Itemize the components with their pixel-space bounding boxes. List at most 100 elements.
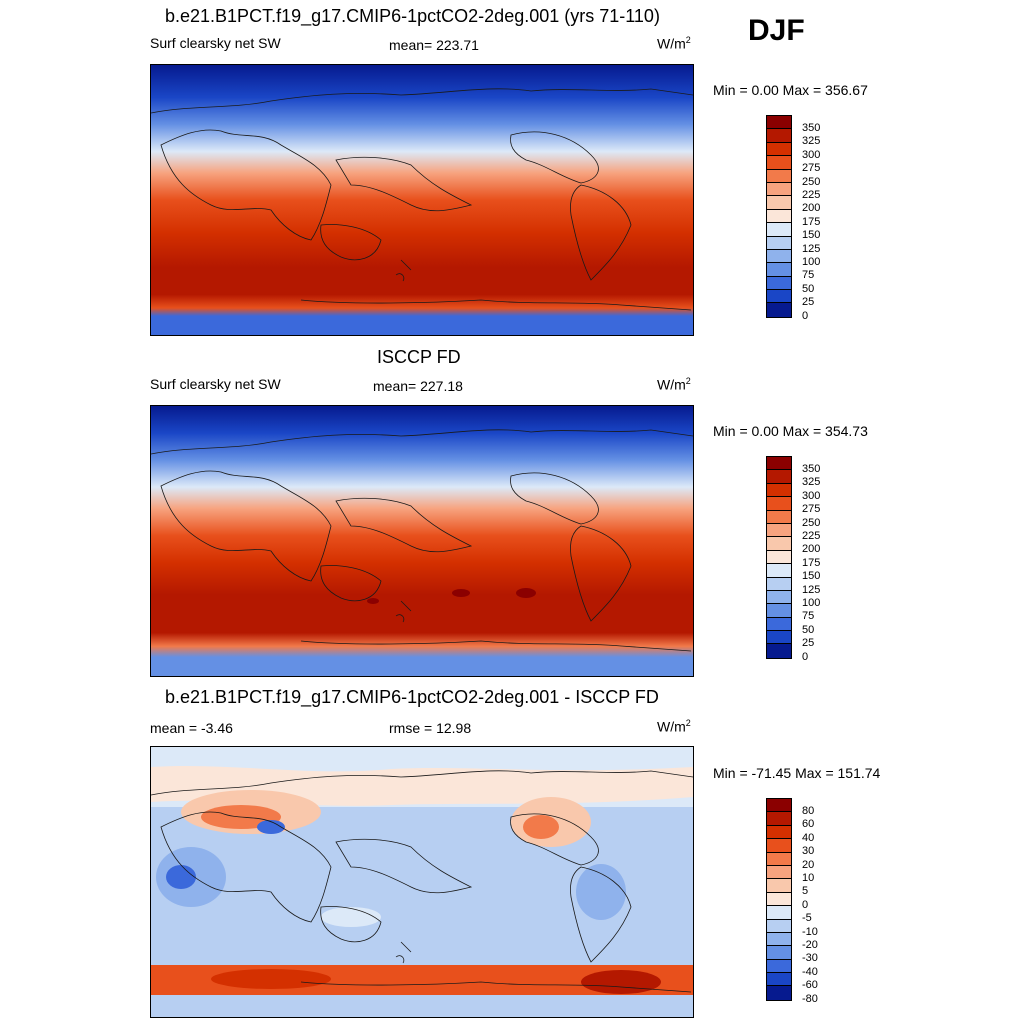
panel-3-colorbar-swatch-0 <box>767 892 791 907</box>
colorbar-tick: 275 <box>802 162 821 175</box>
panel-1-colorbar-swatch-325 <box>767 129 791 143</box>
colorbar-tick: 10 <box>802 872 815 885</box>
panel-3-colorbar-swatch-minus-10 <box>767 919 791 933</box>
panel-3-colorbar-ticks: 80 60 40 30 20 10 5 0 -5 -10 -20 -30 -40… <box>802 805 818 1006</box>
panel-2-colorbar-swatch-300 <box>767 483 791 498</box>
panel-3-min-max: Min = -71.45 Max = 151.74 <box>713 765 881 781</box>
panel-3-units: W/m2 <box>657 718 691 735</box>
panel-3-colorbar-swatch-20 <box>767 852 791 866</box>
panel-3-colorbar-swatch-minus-5 <box>767 906 791 920</box>
panel-2-colorbar-ticks: 350 325 300 275 250 225 200 175 150 125 … <box>802 463 820 664</box>
panel-1-colorbar-swatch-125 <box>767 236 791 250</box>
colorbar-tick: 300 <box>802 148 821 161</box>
colorbar-tick: 40 <box>802 831 815 844</box>
panel-2-mean-label: mean= 227.18 <box>373 378 463 394</box>
panel-3-colorbar <box>766 798 792 1001</box>
colorbar-tick: -40 <box>802 965 818 978</box>
colorbar-tick: 175 <box>802 215 821 228</box>
panel-1-mean-label: mean= 223.71 <box>389 37 479 53</box>
colorbar-tick: 225 <box>802 189 821 202</box>
panel-3-colorbar-swatch-60 <box>767 812 791 826</box>
colorbar-tick: 0 <box>802 650 809 663</box>
colorbar-tick: 250 <box>802 175 821 188</box>
colorbar-tick: 150 <box>802 229 821 242</box>
colorbar-tick: 75 <box>802 269 815 282</box>
panel-3-colorbar-swatch-10 <box>767 865 791 880</box>
panel-3-colorbar-swatch-5 <box>767 879 791 893</box>
panel-1-colorbar-swatch-175 <box>767 209 791 224</box>
colorbar-tick: 325 <box>802 135 821 148</box>
panel-1-colorbar-swatch-250 <box>767 169 791 183</box>
colorbar-tick: 0 <box>802 309 809 322</box>
panel-2-min-max: Min = 0.00 Max = 354.73 <box>713 423 868 439</box>
colorbar-tick: -60 <box>802 979 818 992</box>
colorbar-tick: 80 <box>802 805 815 817</box>
colorbar-tick: 350 <box>802 463 821 475</box>
panel-1-colorbar-swatch-50 <box>767 276 791 291</box>
panel-3-mean-label: mean = -3.46 <box>150 720 233 736</box>
panel-2-title: ISCCP FD <box>377 347 461 367</box>
colorbar-tick: 150 <box>802 570 821 583</box>
panel-3-rmse-label: rmse = 12.98 <box>389 720 472 736</box>
panel-1-units: W/m2 <box>657 35 691 52</box>
panel-3-map <box>150 746 694 1018</box>
colorbar-tick: -10 <box>802 925 818 938</box>
colorbar-tick: 225 <box>802 530 821 543</box>
colorbar-tick: 75 <box>802 610 815 623</box>
colorbar-tick: 325 <box>802 476 821 489</box>
colorbar-tick: 50 <box>802 623 815 636</box>
panel-1-colorbar-ticks: 350 325 300 275 250 225 200 175 150 125 … <box>802 122 820 323</box>
colorbar-tick: -20 <box>802 939 818 952</box>
panel-1-colorbar-swatch-300 <box>767 142 791 157</box>
panel-2-colorbar-swatch-0 <box>767 644 791 658</box>
panel-2-colorbar-swatch-250 <box>767 510 791 524</box>
colorbar-tick: 20 <box>802 858 815 871</box>
season-label: DJF <box>748 14 805 47</box>
panel-2-colorbar-swatch-275 <box>767 497 791 511</box>
colorbar-tick: 350 <box>802 122 821 134</box>
colorbar-tick: 100 <box>802 256 821 269</box>
panel-2-colorbar-swatch-325 <box>767 470 791 484</box>
panel-1-colorbar-swatch-275 <box>767 156 791 170</box>
panel-2-colorbar-swatch-200 <box>767 537 791 551</box>
panel-2-colorbar-swatch-75 <box>767 604 791 618</box>
panel-1-colorbar-swatch-200 <box>767 196 791 210</box>
panel-3-colorbar-swatch-minus-20 <box>767 932 791 947</box>
panel-3-colorbar-swatch-minus-40 <box>767 959 791 974</box>
panel-3-colorbar-swatch-minus-30 <box>767 946 791 960</box>
panel-3-colorbar-swatch-80 <box>767 799 791 813</box>
panel-1-min-max: Min = 0.00 Max = 356.67 <box>713 82 868 98</box>
colorbar-tick: 0 <box>802 898 809 911</box>
colorbar-tick: 275 <box>802 503 821 516</box>
panel-1-colorbar-swatch-350 <box>767 116 791 130</box>
panel-3-colorbar-swatch-40 <box>767 825 791 840</box>
panel-3-title: b.e21.B1PCT.f19_g17.CMIP6-1pctCO2-2deg.0… <box>165 687 659 707</box>
colorbar-tick: 250 <box>802 516 821 529</box>
panel-2-colorbar-swatch-100 <box>767 590 791 605</box>
panel-2-colorbar-swatch-175 <box>767 550 791 565</box>
colorbar-tick: 50 <box>802 282 815 295</box>
panel-1-colorbar <box>766 115 792 318</box>
panel-1-map <box>150 64 694 336</box>
panel-2-variable-label: Surf clearsky net SW <box>150 376 281 392</box>
colorbar-tick: 200 <box>802 543 821 556</box>
panel-1-colorbar-swatch-150 <box>767 223 791 237</box>
panel-1-colorbar-swatch-25 <box>767 290 791 304</box>
colorbar-tick: 5 <box>802 885 809 898</box>
panel-2-colorbar-swatch-50 <box>767 617 791 632</box>
panel-2-colorbar-swatch-125 <box>767 577 791 591</box>
panel-2-colorbar-swatch-25 <box>767 631 791 645</box>
colorbar-tick: 125 <box>802 583 821 596</box>
colorbar-tick: -80 <box>802 992 818 1005</box>
panel-1-colorbar-swatch-100 <box>767 249 791 264</box>
panel-1-colorbar-swatch-75 <box>767 263 791 277</box>
colorbar-tick: -30 <box>802 952 818 965</box>
colorbar-tick: 175 <box>802 556 821 569</box>
panel-1-variable-label: Surf clearsky net SW <box>150 35 281 51</box>
panel-1-colorbar-swatch-225 <box>767 182 791 197</box>
colorbar-tick: 30 <box>802 845 815 858</box>
panel-2-colorbar-swatch-225 <box>767 523 791 538</box>
panel-3-colorbar-swatch-minus-60 <box>767 973 791 987</box>
colorbar-tick: 125 <box>802 242 821 255</box>
colorbar-tick: -5 <box>802 912 812 925</box>
